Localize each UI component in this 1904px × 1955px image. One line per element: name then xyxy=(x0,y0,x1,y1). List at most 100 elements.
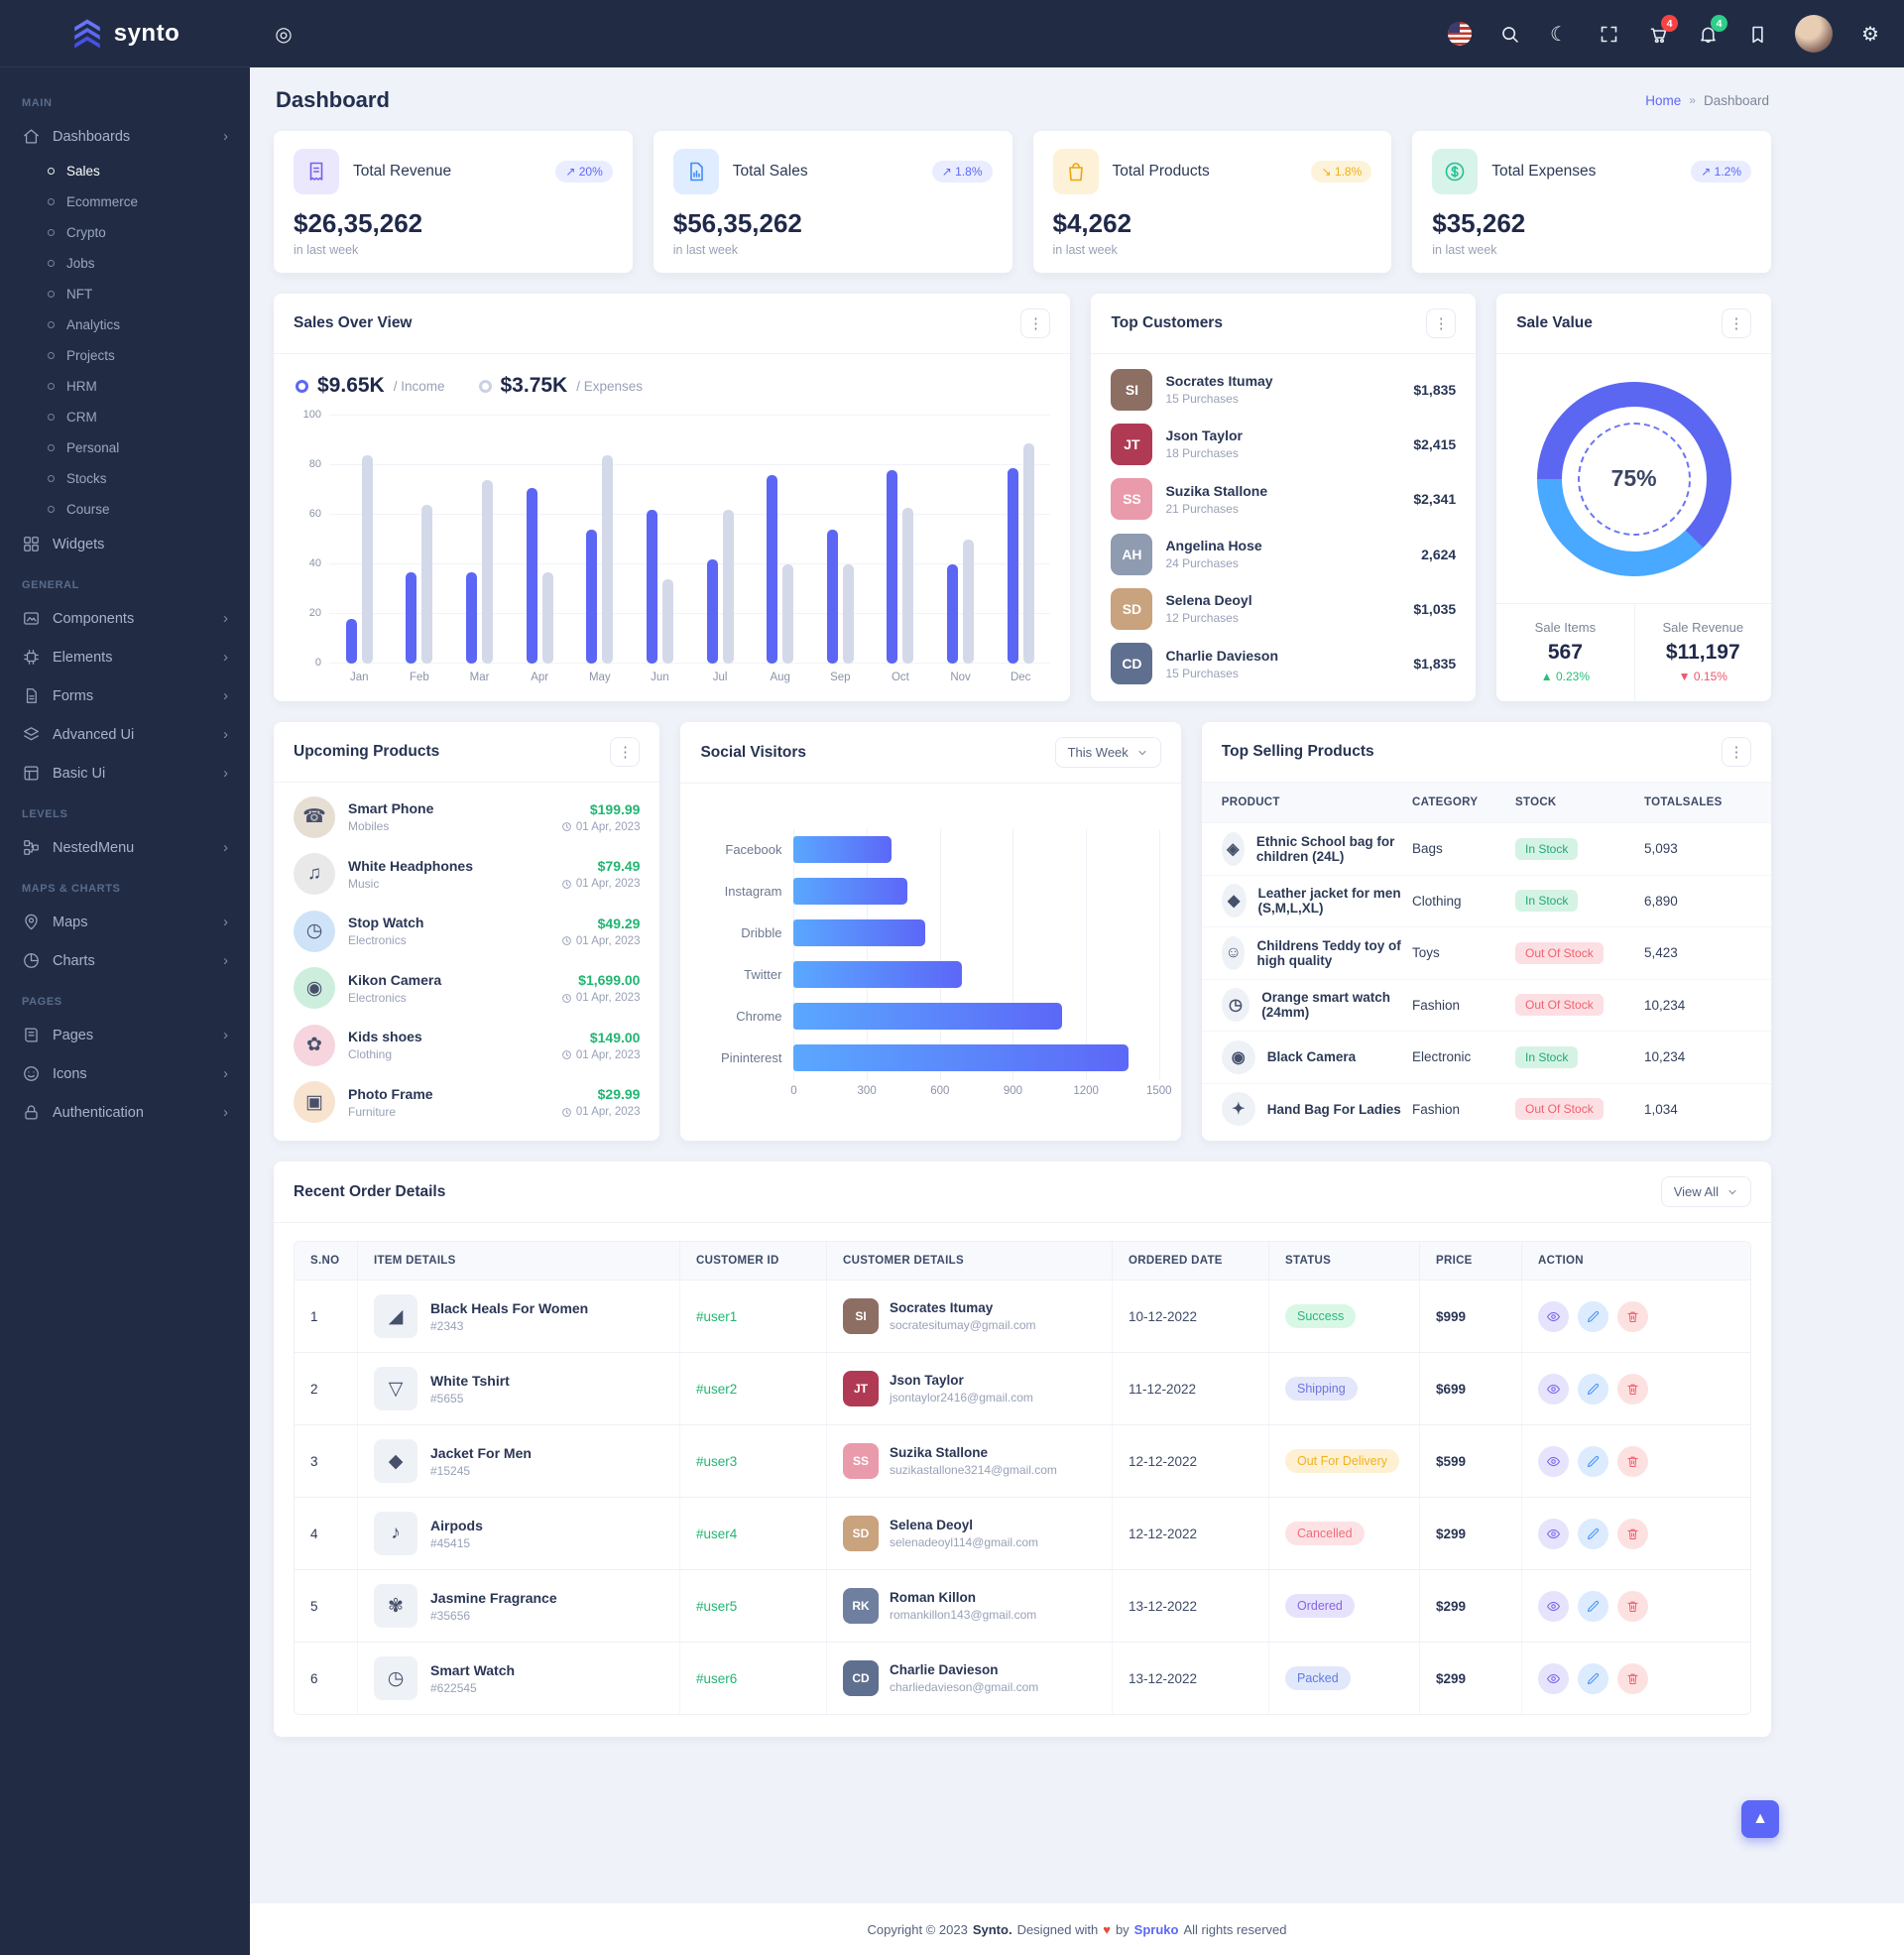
sidebar-item-pages[interactable]: Pages › xyxy=(0,1016,250,1054)
sidebar-toggle-icon[interactable]: ◎ xyxy=(275,23,293,46)
edit-order-button[interactable] xyxy=(1578,1445,1608,1477)
top-selling-row-hand-bag-for-ladies[interactable]: ✦ Hand Bag For Ladies Fashion Out Of Stoc… xyxy=(1201,1082,1771,1136)
top-selling-row-orange-smart-watch-24mm[interactable]: ◷ Orange smart watch (24mm) Fashion Out O… xyxy=(1201,978,1771,1032)
sidebar-subitem-projects[interactable]: Projects xyxy=(0,340,250,371)
notifications-bell-icon[interactable]: 4 xyxy=(1696,15,1727,46)
sidebar-item-authentication[interactable]: Authentication › xyxy=(0,1093,250,1132)
sidebar-item-nestedmenu[interactable]: NestedMenu › xyxy=(0,828,250,867)
delete-order-button[interactable] xyxy=(1617,1373,1648,1405)
delete-order-button[interactable] xyxy=(1617,1445,1648,1477)
top-selling-row-leather-jacket-for-men-s-m-l-xl[interactable]: ◆ Leather jacket for men (S,M,L,XL) Cloth… xyxy=(1201,874,1771,927)
sidebar-item-widgets[interactable]: Widgets xyxy=(0,525,250,563)
view-order-button[interactable] xyxy=(1538,1300,1569,1332)
sidebar-subitem-personal[interactable]: Personal xyxy=(0,432,250,463)
social-bar-facebook[interactable] xyxy=(793,836,892,863)
sidebar-item-advanced-ui[interactable]: Advanced Ui › xyxy=(0,715,250,754)
sidebar-subitem-stocks[interactable]: Stocks xyxy=(0,463,250,494)
sidebar-subitem-sales[interactable]: Sales xyxy=(0,156,250,186)
sidebar-subitem-ecommerce[interactable]: Ecommerce xyxy=(0,186,250,217)
expenses-bar-may[interactable] xyxy=(602,455,614,664)
income-bar-oct[interactable] xyxy=(887,470,898,664)
sidebar-subitem-hrm[interactable]: HRM xyxy=(0,371,250,402)
upcoming-product-smart-phone[interactable]: ☎ Smart Phone Mobiles $199.99 01 Apr, 20… xyxy=(294,789,640,846)
top-selling-menu-button[interactable]: ⋮ xyxy=(1722,737,1751,767)
expenses-bar-nov[interactable] xyxy=(963,540,975,664)
edit-order-button[interactable] xyxy=(1578,1373,1608,1405)
footer-brand[interactable]: Synto. xyxy=(972,1921,1012,1937)
income-bar-nov[interactable] xyxy=(947,564,959,664)
customer-row-socrates-itumay[interactable]: SI Socrates Itumay 15 Purchases $1,835 xyxy=(1111,362,1456,417)
search-icon[interactable] xyxy=(1497,22,1521,46)
view-order-button[interactable] xyxy=(1538,1662,1569,1694)
social-bar-pininterest[interactable] xyxy=(793,1044,1130,1071)
customer-row-selena-deoyl[interactable]: SD Selena Deoyl 12 Purchases $1,035 xyxy=(1111,581,1456,636)
income-bar-jul[interactable] xyxy=(706,559,718,664)
customer-row-charlie-davieson[interactable]: CD Charlie Davieson 15 Purchases $1,835 xyxy=(1111,637,1456,691)
sidebar-subitem-course[interactable]: Course xyxy=(0,494,250,525)
edit-order-button[interactable] xyxy=(1578,1518,1608,1549)
delete-order-button[interactable] xyxy=(1617,1300,1648,1332)
sidebar-item-dashboards[interactable]: Dashboards › xyxy=(0,117,250,156)
social-visitors-period-select[interactable]: This Week xyxy=(1054,737,1161,768)
sidebar-item-forms[interactable]: Forms › xyxy=(0,676,250,715)
sidebar-item-maps[interactable]: Maps › xyxy=(0,903,250,941)
customer-id-link[interactable]: #user6 xyxy=(696,1670,738,1686)
social-bar-twitter[interactable] xyxy=(793,961,962,988)
expenses-bar-mar[interactable] xyxy=(482,480,494,664)
view-order-button[interactable] xyxy=(1538,1373,1569,1405)
social-bar-dribble[interactable] xyxy=(793,919,926,946)
expenses-bar-apr[interactable] xyxy=(541,571,553,664)
view-order-button[interactable] xyxy=(1538,1590,1569,1622)
customer-id-link[interactable]: #user1 xyxy=(696,1308,738,1324)
language-flag-icon[interactable] xyxy=(1448,22,1472,46)
cart-icon[interactable]: 4 xyxy=(1646,15,1678,46)
view-order-button[interactable] xyxy=(1538,1518,1569,1549)
recent-orders-view-all-button[interactable]: View All xyxy=(1660,1176,1751,1207)
upcoming-product-stop-watch[interactable]: ◷ Stop Watch Electronics $49.29 01 Apr, … xyxy=(294,903,640,960)
customer-row-json-taylor[interactable]: JT Json Taylor 18 Purchases $2,415 xyxy=(1111,417,1456,471)
social-bar-chrome[interactable] xyxy=(793,1003,1062,1030)
upcoming-product-white-headphones[interactable]: ♫ White Headphones Music $79.49 01 Apr, … xyxy=(294,846,640,904)
top-selling-row-black-camera[interactable]: ◉ Black Camera Electronic In Stock 10,234 xyxy=(1201,1031,1771,1083)
user-avatar[interactable] xyxy=(1795,15,1833,53)
income-bar-jun[interactable] xyxy=(646,510,657,664)
income-bar-aug[interactable] xyxy=(767,475,778,664)
income-bar-apr[interactable] xyxy=(526,487,537,664)
sidebar-item-icons[interactable]: Icons › xyxy=(0,1054,250,1093)
top-selling-row-ethnic-school-bag-for-children-24l[interactable]: ◈ Ethnic School bag for children (24L) Ba… xyxy=(1201,822,1771,875)
view-order-button[interactable] xyxy=(1538,1445,1569,1477)
edit-order-button[interactable] xyxy=(1578,1590,1608,1622)
sidebar-subitem-analytics[interactable]: Analytics xyxy=(0,309,250,340)
sidebar-subitem-crm[interactable]: CRM xyxy=(0,402,250,432)
sale-value-menu-button[interactable]: ⋮ xyxy=(1722,308,1751,338)
delete-order-button[interactable] xyxy=(1617,1518,1648,1549)
customer-id-link[interactable]: #user5 xyxy=(696,1598,738,1614)
edit-order-button[interactable] xyxy=(1578,1662,1608,1694)
settings-gear-icon[interactable]: ⚙ xyxy=(1861,23,1879,46)
top-customers-menu-button[interactable]: ⋮ xyxy=(1426,308,1457,338)
expenses-bar-sep[interactable] xyxy=(842,564,854,664)
expenses-bar-feb[interactable] xyxy=(421,505,433,664)
fullscreen-icon[interactable] xyxy=(1597,22,1620,46)
top-selling-row-childrens-teddy-toy-of-high-quality[interactable]: ☺ Childrens Teddy toy of high quality Toy… xyxy=(1201,926,1771,979)
social-bar-instagram[interactable] xyxy=(793,878,907,905)
sidebar-item-components[interactable]: Components › xyxy=(0,599,250,638)
upcoming-product-kids-shoes[interactable]: ✿ Kids shoes Clothing $149.00 01 Apr, 20… xyxy=(294,1017,640,1074)
expenses-bar-jul[interactable] xyxy=(722,510,734,664)
delete-order-button[interactable] xyxy=(1617,1590,1648,1622)
customer-row-suzika-stallone[interactable]: SS Suzika Stallone 21 Purchases $2,341 xyxy=(1111,472,1456,527)
upcoming-product-kikon-camera[interactable]: ◉ Kikon Camera Electronics $1,699.00 01 … xyxy=(294,960,640,1018)
customer-row-angelina-hose[interactable]: AH Angelina Hose 24 Purchases 2,624 xyxy=(1111,527,1456,581)
income-bar-dec[interactable] xyxy=(1007,467,1018,664)
delete-order-button[interactable] xyxy=(1617,1662,1648,1694)
expenses-bar-dec[interactable] xyxy=(1022,442,1034,664)
breadcrumb-home-link[interactable]: Home xyxy=(1645,92,1682,108)
customer-id-link[interactable]: #user3 xyxy=(696,1453,738,1469)
upcoming-product-photo-frame[interactable]: ▣ Photo Frame Furniture $29.99 01 Apr, 2… xyxy=(294,1074,640,1132)
sidebar-subitem-jobs[interactable]: Jobs xyxy=(0,248,250,279)
income-bar-mar[interactable] xyxy=(466,571,478,664)
sidebar-item-charts[interactable]: Charts › xyxy=(0,941,250,980)
expenses-bar-oct[interactable] xyxy=(902,507,914,664)
income-bar-jan[interactable] xyxy=(345,619,357,664)
income-bar-feb[interactable] xyxy=(406,571,417,664)
